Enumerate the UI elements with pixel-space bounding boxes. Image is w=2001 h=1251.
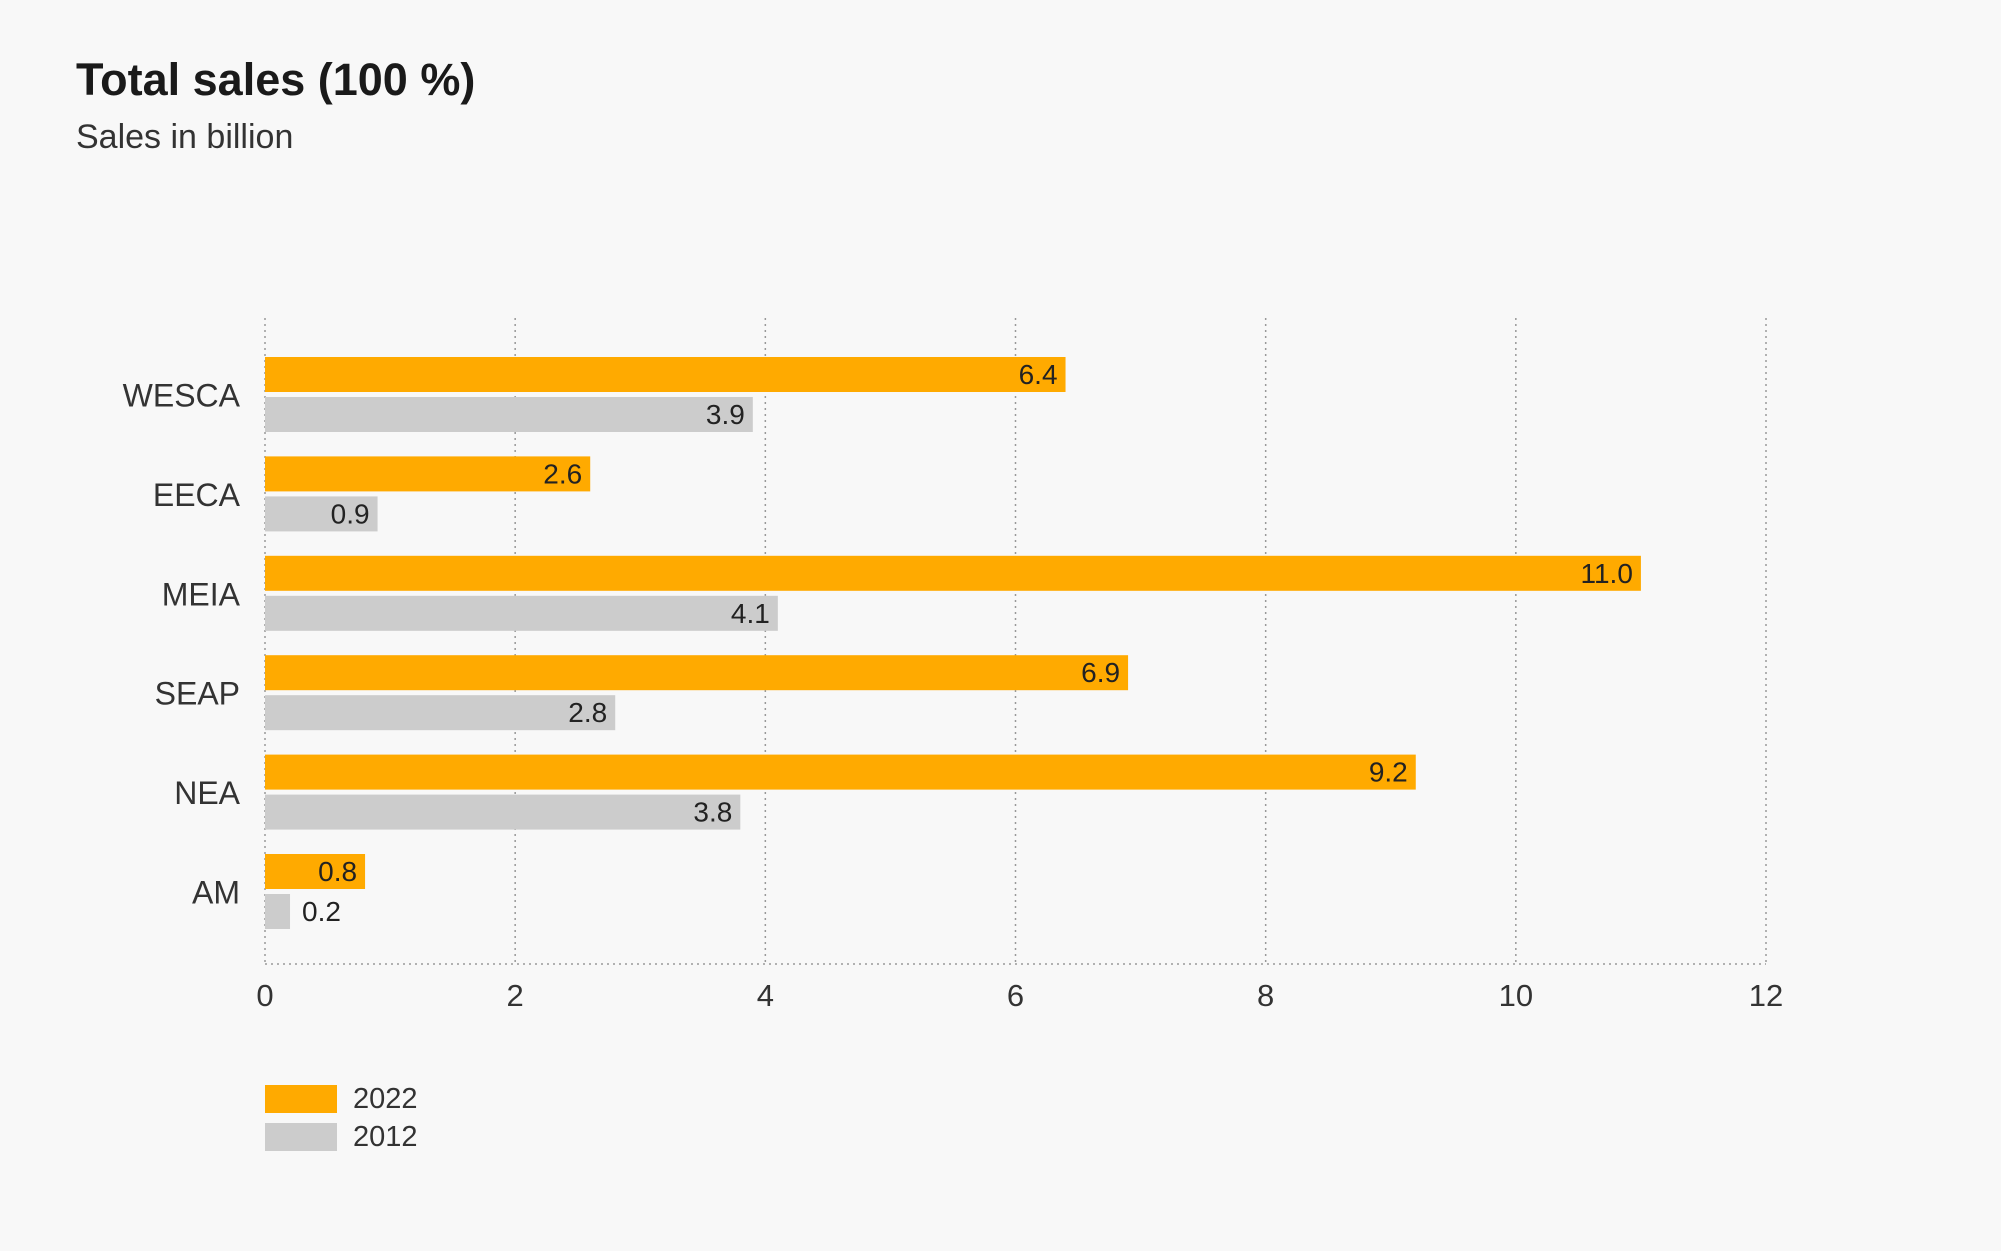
chart-subtitle: Sales in billion <box>76 118 294 156</box>
x-tick-label-12: 12 <box>1749 978 1783 1013</box>
value-label-am-2012: 0.2 <box>302 896 341 927</box>
legend-label-2012: 2012 <box>353 1120 418 1153</box>
value-label-eeca-2012: 0.9 <box>331 498 370 529</box>
value-label-meia-2012: 4.1 <box>731 598 770 629</box>
bar-am-2022 <box>265 854 366 889</box>
value-label-nea-2012: 3.8 <box>693 797 732 828</box>
x-tick-label-0: 0 <box>256 978 273 1013</box>
category-label-wesca: WESCA <box>123 378 241 414</box>
bar-meia-2022 <box>265 555 1641 591</box>
category-label-nea: NEA <box>174 775 240 811</box>
value-label-wesca-2012: 3.9 <box>706 399 745 430</box>
legend-swatch-2012 <box>265 1123 337 1151</box>
x-tick-label-8: 8 <box>1257 978 1274 1013</box>
legend-swatch-2022 <box>265 1085 337 1113</box>
category-label-seap: SEAP <box>155 676 240 712</box>
value-label-seap-2012: 2.8 <box>568 697 607 728</box>
legend-label-2022: 2022 <box>353 1082 418 1115</box>
x-tick-label-4: 4 <box>757 978 774 1013</box>
value-label-am-2022: 0.8 <box>318 856 357 887</box>
bar-nea-2022 <box>265 754 1416 790</box>
bar-wesca-2012 <box>265 397 753 432</box>
category-labels: WESCA EECA MEIA SEAP NEA AM <box>123 378 241 911</box>
bar-eeca-2022 <box>265 456 591 492</box>
value-label-seap-2022: 6.9 <box>1081 657 1120 688</box>
value-label-eeca-2022: 2.6 <box>543 458 582 489</box>
bar-seap-2022 <box>265 655 1129 691</box>
x-axis-tick-labels: 0 2 4 6 8 10 12 <box>256 978 1783 1013</box>
bar-seap-2012 <box>265 695 616 731</box>
chart-title: Total sales (100 %) <box>76 54 476 105</box>
bars <box>265 357 1641 929</box>
value-label-meia-2022: 11.0 <box>1580 558 1632 589</box>
bar-wesca-2022 <box>265 357 1066 392</box>
bar-am-2012 <box>265 894 291 929</box>
bar-nea-2012 <box>265 794 741 830</box>
x-tick-label-6: 6 <box>1007 978 1024 1013</box>
x-tick-label-10: 10 <box>1499 978 1533 1013</box>
value-label-nea-2022: 9.2 <box>1369 757 1408 788</box>
data-labels: 6.4 3.9 2.6 0.9 11.0 4.1 6.9 2.8 9.2 3.8 0.8 0.2 <box>302 359 1633 927</box>
category-label-meia: MEIA <box>162 576 241 612</box>
bar-eeca-2012 <box>265 496 378 532</box>
category-label-am: AM <box>192 875 240 911</box>
x-tick-label-2: 2 <box>507 978 524 1013</box>
legend-item-2012: 2012 <box>265 1118 418 1156</box>
category-label-eeca: EECA <box>153 477 241 513</box>
grid <box>264 318 1767 965</box>
legend: 2022 2012 <box>265 1080 418 1156</box>
bar-meia-2012 <box>265 595 778 631</box>
legend-item-2022: 2022 <box>265 1080 418 1118</box>
value-label-wesca-2022: 6.4 <box>1019 359 1058 390</box>
